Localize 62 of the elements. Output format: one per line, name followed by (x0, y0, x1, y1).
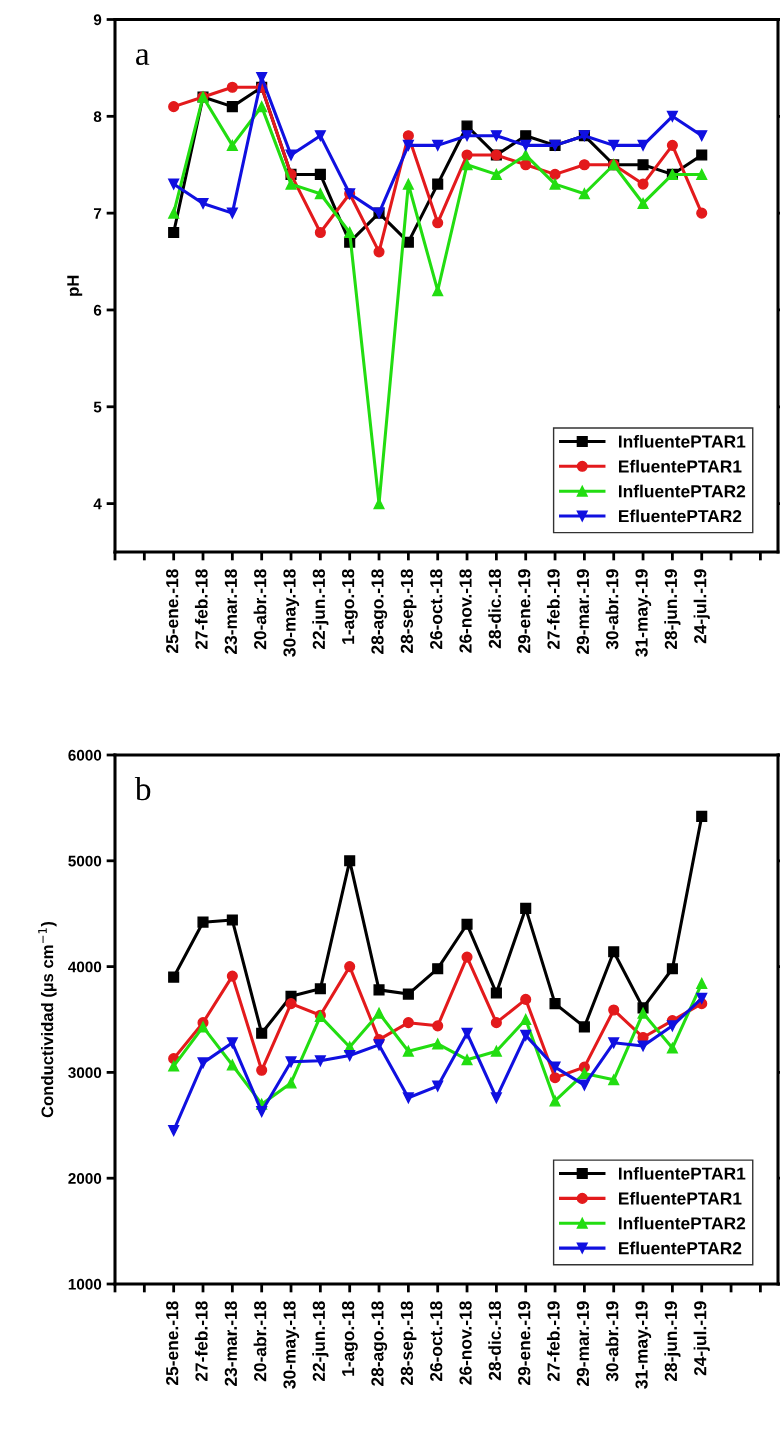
legend-label: InfluentePTAR1 (619, 434, 746, 448)
x-tick-label: 23-mar.-18 (224, 1301, 238, 1386)
legend-label: EfluentePTAR2 (619, 1241, 742, 1255)
x-tick-label: 30-may.-18 (283, 1301, 300, 1389)
x-tick-label: 25-ene.-18 (166, 1301, 179, 1385)
x-tick-label: 28-sep.-18 (400, 1301, 417, 1385)
x-tick-label: 29-ene.-19 (518, 1301, 531, 1385)
x-tick-label: 28-ago.-18 (371, 1301, 388, 1386)
x-tick-label: 27-feb.-19 (546, 569, 560, 650)
x-tick-label: 22-jun.-18 (312, 569, 329, 650)
x-tick-label: 26-oct.-18 (430, 569, 443, 650)
x-tick-label: 20-abr.-18 (253, 569, 267, 650)
legend-label: EfluentePTAR1 (619, 1191, 742, 1205)
x-tick-label: 26-nov.-18 (459, 569, 472, 653)
x-tick-label: 28-dic.-18 (488, 569, 502, 649)
x-tick-label: 29-ene.-19 (518, 569, 531, 653)
y-tick-label: 5000 (68, 855, 102, 867)
x-tick-label: 1-ago.-18 (341, 569, 358, 644)
x-tick-label: 28-dic.-18 (488, 1301, 502, 1381)
y-tick-label: 3000 (68, 1067, 102, 1079)
annotation: b (134, 776, 151, 801)
x-tick-label: 22-jun.-18 (312, 1301, 329, 1382)
y-tick-label: 7 (93, 208, 102, 219)
y-tick-label: 8 (93, 111, 102, 122)
legend-label: InfluentePTAR2 (619, 484, 746, 498)
y-tick-label: 4 (93, 498, 102, 510)
y-axis-title: pH (67, 275, 83, 296)
x-tick-label: 27-feb.-18 (194, 1301, 208, 1382)
x-tick-label: 28-jun.-19 (664, 569, 681, 650)
y-tick-label: 9 (93, 14, 102, 26)
x-tick-label: 27-feb.-18 (194, 569, 208, 650)
x-tick-label: 28-sep.-18 (400, 569, 417, 653)
x-tick-label: 28-ago.-18 (371, 569, 388, 654)
x-tick-label: 30-abr.-19 (605, 1301, 619, 1382)
y-tick-label: 1000 (68, 1278, 102, 1290)
x-tick-label: 27-feb.-19 (546, 1301, 560, 1382)
legend-label: InfluentePTAR2 (619, 1216, 746, 1230)
x-tick-label: 26-oct.-18 (430, 1301, 443, 1382)
x-tick-label: 26-nov.-18 (459, 1301, 472, 1385)
x-tick-label: 30-may.-18 (283, 569, 300, 657)
x-tick-label: 24-jul.-19 (693, 1301, 710, 1376)
y-tick-label: 6 (93, 304, 102, 316)
x-tick-label: 25-ene.-18 (166, 569, 179, 653)
x-tick-label: 31-may.-19 (635, 1301, 652, 1389)
y-tick-label: 2000 (68, 1173, 102, 1184)
x-tick-label: 29-mar.-19 (576, 1301, 590, 1386)
legend-label: InfluentePTAR1 (619, 1167, 746, 1180)
x-tick-label: 30-abr.-19 (605, 569, 619, 650)
legend-label: EfluentePTAR1 (619, 459, 742, 473)
x-tick-label: 29-mar.-19 (576, 569, 590, 654)
legend-label: EfluentePTAR2 (619, 509, 742, 523)
annotation: a (136, 49, 150, 66)
x-tick-label: 28-jun.-19 (664, 1301, 681, 1382)
y-tick-label: 6000 (68, 749, 102, 761)
x-tick-label: 23-mar.-18 (224, 569, 238, 654)
x-tick-label: 20-abr.-18 (253, 1301, 267, 1382)
y-tick-label: 4000 (68, 961, 102, 973)
x-tick-label: 24-jul.-19 (693, 569, 710, 644)
x-tick-label: 1-ago.-18 (341, 1301, 358, 1376)
x-tick-label: 31-may.-19 (635, 569, 652, 657)
y-axis-title: Conductividad (µs cm$^{−1}$) (38, 921, 57, 1118)
y-tick-label: 5 (93, 401, 102, 413)
